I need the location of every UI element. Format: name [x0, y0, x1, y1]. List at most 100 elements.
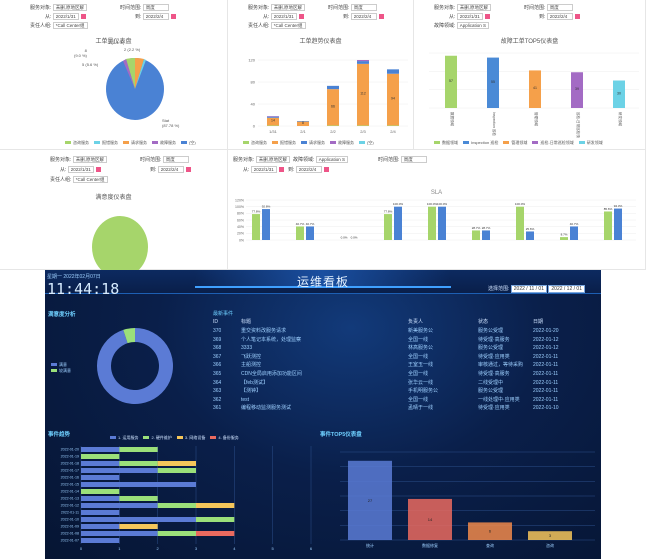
bar-2. 硬件维护: [157, 503, 196, 508]
bar-1. 运用服务: [81, 468, 158, 473]
range-from-input[interactable]: 2022 / 11 / 01: [510, 285, 547, 293]
time-select[interactable]: 周度: [400, 156, 427, 164]
date-to-input[interactable]: 2022/2/4: [157, 166, 184, 174]
donut-slice-较满意: [123, 328, 135, 344]
bar-响应: [516, 206, 524, 240]
owner-select[interactable]: *Call Center组: [52, 22, 88, 30]
bar-咨询服务: [387, 125, 399, 126]
x-tick: 2/4: [390, 129, 396, 134]
table-row[interactable]: 363 【测钟】 手机明服务公 服务公受理 2022-01-11: [213, 387, 598, 396]
slice-fault: [123, 59, 135, 89]
y-tick: 2022-01-12: [61, 504, 79, 508]
calendar-icon[interactable]: [80, 14, 86, 20]
time-select[interactable]: 周度: [142, 4, 169, 12]
service-select[interactable]: 未删,原地区解: [72, 156, 108, 164]
bar-巡检-日常巡检领域: [571, 72, 583, 108]
owner-filter: 责任人组: *Call Center组: [30, 22, 88, 30]
date-display: 星期一 2022年02月07日: [47, 274, 101, 280]
bar-数据领域: [445, 55, 457, 108]
table-row[interactable]: 366 主船测控 王室玉一线 审核通过，等待采购 2022-01-11: [213, 361, 598, 370]
calendar-icon[interactable]: [323, 167, 329, 173]
slice-request: [135, 57, 144, 89]
bar-故障服务: [357, 60, 369, 62]
domain-select[interactable]: Application S: [315, 156, 349, 164]
service-select[interactable]: 未删,原地区解: [52, 4, 88, 12]
cell: 一线处理中·应用类: [478, 396, 520, 403]
owner-select[interactable]: *Call Center组: [270, 22, 306, 30]
y-tick: 2022-01-07: [61, 539, 79, 543]
satisfaction-panel: 服务对象: 未删,原地区解 时间范围: 周度 从: 2022/1/31 到: 2…: [0, 150, 228, 270]
table-row[interactable]: 369 个人笔记本系统，处理监察 全国一线 待受理·高服务 2022-01-12: [213, 336, 598, 345]
table-row[interactable]: 361 编程移动监测服务测试 孟晴于一线 待受理·应用类 2022-01-10: [213, 404, 598, 413]
data-label: 28.7%: [482, 226, 491, 230]
time-select[interactable]: 周度: [350, 4, 377, 12]
bar-3. 网络设备: [196, 503, 235, 508]
data-label: 66: [331, 104, 335, 108]
calendar-icon[interactable]: [574, 14, 580, 20]
range-to-input[interactable]: 2022 / 12 / 01: [548, 285, 585, 293]
table-row[interactable]: 365 CDN全局启用添加功能区间 全国一线 待受理·高服务 2022-01-11: [213, 370, 598, 379]
date-from-input[interactable]: 2022/1/31: [250, 166, 277, 174]
cell: 服务公受理: [478, 345, 504, 352]
date-to-input[interactable]: 2022/2/4: [295, 166, 322, 174]
owner-select[interactable]: *Call Center组: [72, 176, 108, 184]
y-tick: 2022-01-18: [61, 462, 79, 466]
date-from-input[interactable]: 2022/1/31: [67, 166, 94, 174]
top5-bar-chart: 57 数据领域 55 Inspection 巡检 41 管理领域 39 巡检-日常巡检领域 30…: [429, 52, 639, 138]
y-tick: 2022-01-14: [61, 490, 79, 494]
calendar-icon[interactable]: [170, 14, 176, 20]
table-row[interactable]: 368 3333 林高服务公 服务公受理 2022-01-12: [213, 344, 598, 353]
service-select[interactable]: 未删,原地区解: [255, 156, 291, 164]
bar-3. 网络设备: [157, 461, 196, 466]
pie-label: 5 (5.6 %): [82, 62, 99, 67]
bar-2. 硬件维护: [81, 489, 120, 494]
table-row[interactable]: 370 重交资料改服务请求 新美服务公 服务公受理 2022-01-20: [213, 327, 598, 336]
bar-管理领域: [529, 70, 541, 108]
service-filter: 服务对象: 未删,原地区解: [248, 4, 306, 12]
cell: 2022-01-11: [533, 396, 559, 403]
data-label: 3: [549, 533, 552, 538]
calendar-icon[interactable]: [298, 14, 304, 20]
cell: 【feb测试】: [241, 379, 268, 386]
date-from-input[interactable]: 2022/1/31: [52, 13, 79, 21]
date-from-input[interactable]: 2022/1/31: [456, 13, 483, 21]
slice-error: [135, 59, 146, 89]
domain-select[interactable]: Application S: [456, 22, 490, 30]
calendar-icon[interactable]: [484, 14, 490, 20]
cell: 365: [213, 371, 222, 377]
calendar-icon[interactable]: [378, 14, 384, 20]
pie-label: Stat (87.78 %): [162, 118, 180, 128]
bar-数据修复: [408, 498, 452, 540]
table-row[interactable]: 364 【feb测试】 张华云一线 二线受理中 2022-01-11: [213, 379, 598, 388]
time-select[interactable]: 周度: [546, 4, 573, 12]
bar-研发领域: [613, 80, 625, 108]
top5-title: 事件TOP5仪表盘: [320, 432, 362, 438]
x-tick: 巡检-日常巡检领域: [576, 112, 581, 138]
date-to-input[interactable]: 2022/2/4: [142, 13, 169, 21]
top5-legend: 数据领域 Inspection 巡检 管理领域 巡检-日常巡检领域 研发领域: [429, 140, 603, 146]
calendar-icon[interactable]: [185, 167, 191, 173]
service-select[interactable]: 未删,原地区解: [456, 4, 492, 12]
bar-1. 运用服务: [81, 482, 196, 487]
y-tick: 2022-01-13: [61, 497, 79, 501]
service-select[interactable]: 未删,原地区解: [270, 4, 306, 12]
bar-咨询服务: [267, 125, 279, 126]
table-header[interactable]: ID 标题 负责人 状态 日期: [213, 318, 598, 327]
from-filter: 从: 2022/1/31: [263, 13, 304, 21]
calendar-icon[interactable]: [278, 167, 284, 173]
date-to-input[interactable]: 2022/2/4: [546, 13, 573, 21]
time-select[interactable]: 周度: [162, 156, 189, 164]
bar-1. 运用服务: [81, 538, 120, 543]
date-to-input[interactable]: 2022/2/4: [350, 13, 377, 21]
bar-1. 运用服务: [81, 496, 120, 501]
cell: CDN全局启用添加功能区间: [241, 371, 302, 377]
x-tick: 查询: [486, 542, 494, 548]
pie-label: 8 (9.0 %): [74, 48, 87, 58]
table-row[interactable]: 367 飞跃测控 全国一线 待受理·应用类 2022-01-11: [213, 353, 598, 362]
cell: 362: [213, 396, 222, 403]
data-label: 77.8%: [384, 210, 393, 214]
date-from-input[interactable]: 2022/1/31: [270, 13, 297, 21]
bar-报错服务: [357, 63, 369, 126]
table-row[interactable]: 362 test 全国一线 一线处理中·应用类 2022-01-11: [213, 396, 598, 405]
calendar-icon[interactable]: [95, 167, 101, 173]
